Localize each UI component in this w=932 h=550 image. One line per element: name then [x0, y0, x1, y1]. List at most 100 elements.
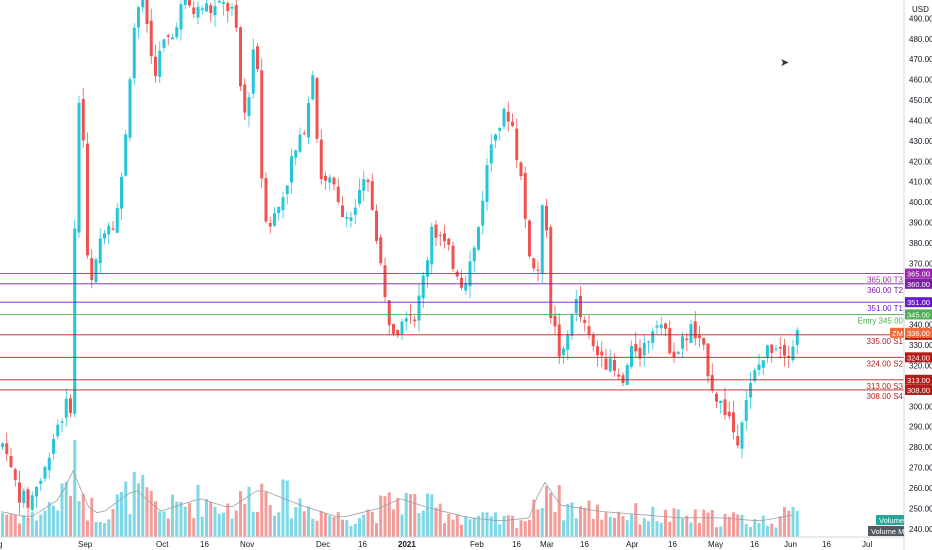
volume-bar	[655, 521, 659, 537]
volume-bar	[52, 505, 55, 537]
volume-bar	[515, 528, 519, 537]
volume-bar	[81, 493, 85, 537]
candle-body	[375, 210, 378, 242]
candle-body	[273, 213, 276, 226]
candle-body	[239, 27, 242, 87]
x-tick-label: Apr	[626, 540, 639, 549]
y-tick-label: 440.00	[909, 116, 932, 125]
candle-body	[604, 358, 608, 370]
y-tick-label: 340.00	[909, 321, 932, 330]
ticker-tag-label: ZM	[892, 329, 903, 338]
volume-bar	[294, 507, 298, 537]
volume-bar	[166, 518, 170, 537]
volume-bar	[621, 516, 625, 537]
volume-bar	[778, 516, 782, 537]
level-price-tag-label: 324.00	[907, 353, 930, 362]
volume-bar	[183, 506, 187, 537]
level-price-tag	[905, 309, 932, 320]
volume-bar	[128, 514, 132, 537]
volume-bar	[698, 522, 701, 537]
volume-bar	[362, 514, 366, 537]
y-tick-label: 330.00	[909, 341, 932, 350]
candle-body	[196, 6, 200, 18]
volume-bar	[613, 517, 616, 537]
candle-body	[672, 351, 676, 357]
candle-body	[319, 139, 323, 180]
candle-body	[642, 342, 646, 356]
volume-bar	[290, 518, 293, 537]
volume-bar	[519, 520, 523, 537]
volume-bar	[404, 492, 408, 537]
candle-body	[324, 175, 327, 181]
volume-bar	[107, 519, 111, 537]
volume-bar	[349, 525, 353, 537]
volume-bar	[664, 509, 667, 537]
candle-body	[455, 271, 459, 277]
candle-body	[778, 347, 782, 349]
volume-bar	[761, 515, 765, 537]
x-tick-label: 16	[750, 540, 759, 549]
volume-bar	[710, 509, 714, 537]
volume-bar	[783, 507, 786, 537]
x-tick-label: Feb	[470, 540, 484, 549]
y-tick-label: 370.00	[909, 259, 932, 268]
candle-body	[600, 351, 604, 356]
level-label: Entry 345.00	[858, 316, 904, 325]
level-label: 335.00 S1	[867, 337, 904, 346]
x-tick-label: 16	[580, 540, 589, 549]
volume-bar	[676, 509, 680, 537]
volume-bar	[659, 522, 663, 537]
candle-body	[719, 400, 723, 404]
candle-body	[234, 5, 238, 28]
candle-body	[149, 20, 153, 57]
level-label: 308.00 S4	[867, 392, 904, 401]
volume-bar	[9, 513, 13, 537]
candle-body	[417, 295, 421, 321]
candle-body	[583, 319, 587, 323]
y-tick-label: 420.00	[909, 157, 932, 166]
candle-body	[81, 98, 85, 141]
candle-body	[222, 1, 225, 4]
level-price-tag-label: 345.00	[907, 310, 930, 319]
volume-bar	[230, 518, 234, 537]
candle-body	[387, 300, 391, 326]
volume-bar	[719, 526, 723, 537]
volume-bar	[774, 527, 778, 537]
volume-bar	[766, 525, 769, 537]
candle-body	[791, 346, 795, 361]
candle-body	[115, 208, 119, 233]
volume-bar	[47, 501, 51, 537]
x-tick-label: Jul	[862, 540, 872, 549]
candle-body	[217, 0, 221, 3]
volume-tag-label: Volume	[879, 516, 904, 525]
volume-bar	[460, 524, 463, 537]
candle-body	[183, 0, 187, 6]
candle-body	[379, 237, 383, 264]
volume-bar	[749, 527, 752, 537]
volume-bar	[472, 517, 476, 537]
volume-bar	[464, 516, 468, 537]
candle-body	[345, 217, 349, 219]
candle-body	[506, 111, 510, 122]
volume-bar	[591, 518, 595, 537]
level-price-tag	[905, 352, 932, 363]
x-tick-label: Nov	[240, 540, 254, 549]
time-axis[interactable]: g Sep Oct 16 Nov Dec 16 2021 Feb 16 Mar 16 Apr 16 May 1…	[0, 540, 872, 549]
candle-body	[740, 422, 744, 449]
volume-bar	[566, 503, 570, 537]
candle-body	[464, 282, 468, 291]
candle-body	[438, 235, 442, 237]
candle-body	[647, 341, 650, 343]
volume-bar	[604, 512, 608, 537]
candle-body	[485, 165, 489, 202]
last-price-tag-label: 336.00	[907, 329, 930, 338]
candle-body	[710, 375, 714, 391]
x-tick-label: 16	[668, 540, 677, 549]
y-tick-label: 250.00	[909, 504, 932, 513]
candle-body	[77, 102, 81, 233]
candle-body	[103, 233, 106, 239]
candle-body	[770, 344, 774, 353]
y-tick-label: 380.00	[909, 239, 932, 248]
y-tick-label: 390.00	[909, 219, 932, 228]
